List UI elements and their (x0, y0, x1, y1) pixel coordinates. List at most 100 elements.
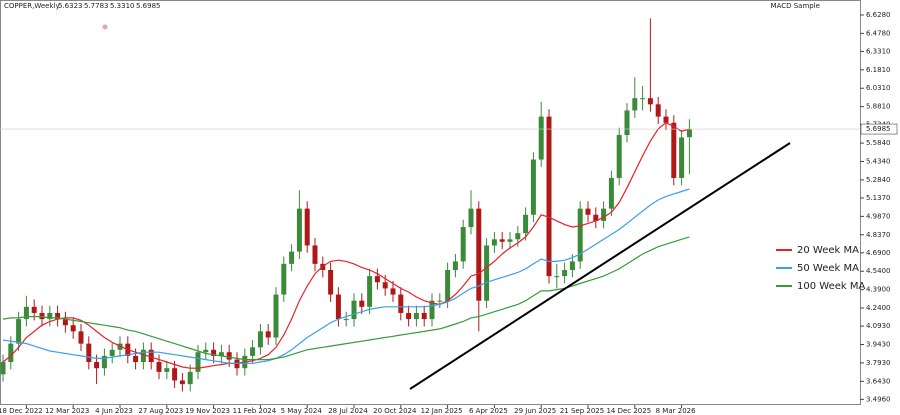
price-box (860, 123, 898, 135)
x-tick-label: 12 Mar 2023 (45, 407, 89, 415)
y-tick-label: 4.9870 (866, 212, 891, 220)
ohlc-high: 5.7783 (84, 2, 109, 10)
candle-body (359, 300, 365, 307)
candle-body (593, 214, 599, 221)
candle-body (156, 362, 162, 372)
ma-line (2, 188, 690, 364)
candle-body (406, 312, 412, 320)
candle-body (101, 355, 107, 369)
x-tick-label: 11 Feb 2024 (233, 407, 277, 415)
candle-body (476, 208, 482, 301)
candle-body (211, 349, 217, 356)
expert-icon (102, 24, 108, 30)
y-tick-label: 4.8370 (866, 231, 891, 239)
candle-body (281, 263, 287, 295)
candle-body (538, 116, 544, 160)
legend-label: 20 Week MA (797, 245, 859, 256)
candle-body (78, 331, 84, 344)
x-tick-label: 29 Jun 2025 (514, 407, 556, 415)
indicator-name: MACD Sample (771, 2, 820, 10)
y-tick-label: 3.6430 (866, 377, 891, 385)
ohlc-open: 5.6323 (58, 2, 83, 10)
candle-body (632, 98, 638, 111)
candle-body (273, 294, 279, 338)
ohlc-close: 5.6985 (136, 2, 161, 10)
candle-body (608, 177, 614, 209)
candle-body (647, 98, 653, 105)
candle-body (195, 352, 201, 372)
candle-body (296, 208, 302, 252)
candle-body (686, 129, 692, 138)
candle-body (203, 349, 209, 353)
candle-body (140, 349, 146, 363)
candle-body (663, 116, 669, 123)
candle-body (179, 380, 185, 385)
x-tick-label: 18 Dec 2022 (0, 407, 43, 415)
candle-body (655, 104, 661, 117)
candle-body (289, 251, 295, 264)
candle-body (226, 352, 232, 360)
candle-body (577, 208, 583, 262)
x-tick-label: 5 May 2024 (281, 407, 323, 415)
candle-body (31, 306, 37, 313)
candle-body (569, 261, 575, 270)
candle-body (55, 312, 61, 320)
candle-body (47, 312, 53, 320)
candle-body (265, 331, 271, 338)
price-label: 5.6985 (866, 125, 891, 133)
ma-line (2, 121, 690, 369)
candle-body (640, 98, 646, 100)
candle-body (351, 300, 357, 320)
candle-body (0, 362, 6, 375)
candle-body (335, 294, 341, 320)
candle-body (601, 208, 607, 221)
candle-body (507, 239, 513, 242)
candle-body (16, 319, 22, 344)
candle-body (546, 116, 552, 277)
candle-body (62, 319, 68, 326)
y-tick-label: 3.9430 (866, 340, 891, 348)
candle-body (94, 362, 100, 369)
y-tick-label: 5.2840 (866, 176, 891, 184)
y-tick-label: 4.6900 (866, 249, 891, 257)
x-tick-label: 28 Jul 2024 (328, 407, 368, 415)
candle-body (257, 331, 263, 348)
candle-body (484, 245, 490, 301)
chart-title: COPPER,Weekly (4, 2, 60, 10)
candle-body (562, 270, 568, 277)
candle-body (390, 288, 396, 295)
candle-body (382, 282, 388, 289)
candle-body (421, 312, 427, 320)
y-tick-label: 5.4340 (866, 158, 891, 166)
legend-label: 100 Week MA (797, 281, 865, 292)
x-tick-label: 14 Dec 2025 (606, 407, 651, 415)
y-tick-label: 6.6280 (866, 11, 891, 19)
candle-body (499, 239, 505, 242)
candle-body (515, 233, 521, 240)
y-tick-label: 5.5840 (866, 139, 891, 147)
x-tick-label: 8 Mar 2026 (656, 407, 696, 415)
y-tick-label: 4.0930 (866, 322, 891, 330)
legend-label: 50 Week MA (797, 263, 859, 274)
x-tick-label: 20 Oct 2024 (373, 407, 417, 415)
candle-body (429, 300, 435, 320)
trend-line (409, 142, 791, 390)
candle-body (164, 368, 170, 372)
candle-body (312, 245, 318, 264)
y-tick-label: 4.2400 (866, 304, 891, 312)
candle-body (374, 276, 380, 283)
x-tick-label: 4 Jun 2023 (95, 407, 133, 415)
y-tick-label: 3.7930 (866, 359, 891, 367)
candle-body (616, 135, 622, 178)
x-tick-label: 27 Aug 2023 (138, 407, 183, 415)
candle-body (554, 276, 560, 278)
candle-body (187, 371, 193, 385)
candle-body (328, 270, 334, 295)
candle-body (218, 352, 224, 356)
candle-body (172, 368, 178, 381)
candle-body (343, 319, 349, 321)
x-tick-label: 6 Apr 2025 (469, 407, 508, 415)
candle-body (460, 227, 466, 262)
candle-body (679, 137, 685, 178)
